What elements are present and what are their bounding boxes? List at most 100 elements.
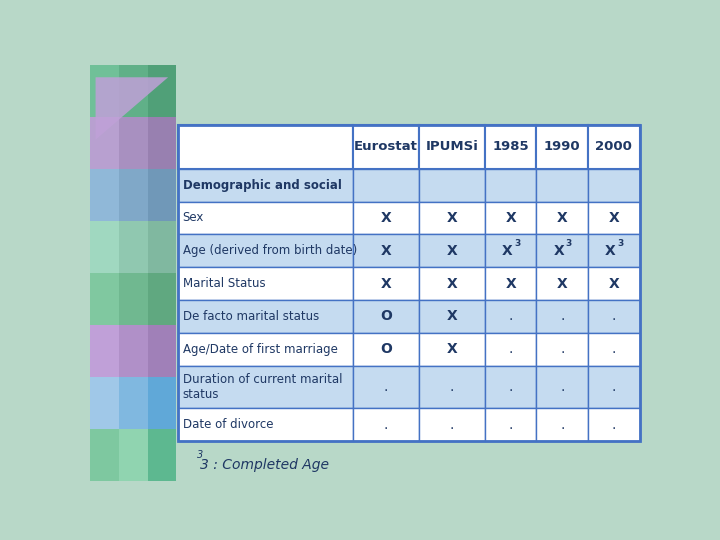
Bar: [90, 117, 119, 168]
Bar: [178, 125, 353, 168]
Bar: [178, 168, 353, 201]
Bar: [536, 408, 588, 441]
Bar: [588, 168, 639, 201]
Text: 3: 3: [197, 450, 203, 460]
Bar: [485, 333, 536, 366]
Bar: [148, 273, 176, 325]
Bar: [588, 201, 639, 234]
Bar: [419, 408, 485, 441]
Bar: [148, 325, 176, 377]
Bar: [119, 273, 148, 325]
Bar: [353, 333, 419, 366]
Text: Marital Status: Marital Status: [183, 277, 265, 290]
Text: IPUMSi: IPUMSi: [426, 140, 478, 153]
Bar: [419, 366, 485, 408]
Bar: [485, 125, 536, 168]
Text: .: .: [612, 380, 616, 394]
Bar: [588, 408, 639, 441]
Bar: [419, 267, 485, 300]
Text: 3: 3: [618, 239, 624, 248]
Text: .: .: [612, 309, 616, 323]
Text: .: .: [450, 418, 454, 431]
Bar: [485, 234, 536, 267]
Text: Demographic and social: Demographic and social: [183, 179, 341, 192]
Bar: [119, 65, 148, 117]
Bar: [148, 65, 176, 117]
Text: X: X: [446, 211, 457, 225]
Text: X: X: [608, 276, 619, 291]
Bar: [536, 201, 588, 234]
Bar: [588, 267, 639, 300]
Bar: [419, 168, 485, 201]
Bar: [148, 117, 176, 168]
Bar: [536, 300, 588, 333]
Text: Age/Date of first marriage: Age/Date of first marriage: [183, 343, 338, 356]
Text: 3: 3: [566, 239, 572, 248]
Text: .: .: [560, 418, 564, 431]
Bar: [90, 273, 119, 325]
Text: 3: 3: [514, 239, 521, 248]
Text: .: .: [508, 309, 513, 323]
Bar: [178, 201, 353, 234]
Text: .: .: [384, 418, 388, 431]
Bar: [485, 201, 536, 234]
Text: 1990: 1990: [544, 140, 580, 153]
Text: Eurostat: Eurostat: [354, 140, 418, 153]
Bar: [419, 333, 485, 366]
Bar: [119, 377, 148, 429]
Bar: [119, 168, 148, 221]
Bar: [90, 429, 119, 481]
Bar: [353, 267, 419, 300]
Text: .: .: [560, 309, 564, 323]
Bar: [119, 117, 148, 168]
Text: O: O: [380, 309, 392, 323]
Bar: [353, 300, 419, 333]
Text: X: X: [381, 211, 392, 225]
Text: .: .: [560, 342, 564, 356]
Text: Date of divorce: Date of divorce: [183, 418, 273, 431]
Bar: [485, 267, 536, 300]
Bar: [148, 168, 176, 221]
Bar: [588, 125, 639, 168]
Bar: [353, 234, 419, 267]
Text: X: X: [502, 244, 513, 258]
Bar: [419, 201, 485, 234]
Text: Sex: Sex: [183, 212, 204, 225]
Text: X: X: [446, 276, 457, 291]
Bar: [90, 65, 119, 117]
Text: .: .: [384, 380, 388, 394]
Bar: [90, 377, 119, 429]
Bar: [353, 201, 419, 234]
Bar: [419, 300, 485, 333]
Bar: [536, 234, 588, 267]
Bar: [536, 366, 588, 408]
Text: X: X: [608, 211, 619, 225]
Text: 1985: 1985: [492, 140, 529, 153]
Bar: [485, 300, 536, 333]
Bar: [90, 168, 119, 221]
Bar: [536, 125, 588, 168]
Bar: [178, 366, 353, 408]
Text: X: X: [557, 276, 567, 291]
Bar: [536, 333, 588, 366]
Text: De facto marital status: De facto marital status: [183, 310, 319, 323]
Text: X: X: [505, 211, 516, 225]
Bar: [178, 333, 353, 366]
Text: Age (derived from birth date): Age (derived from birth date): [183, 244, 357, 257]
Text: 3 : Completed Age: 3 : Completed Age: [200, 458, 330, 472]
Bar: [148, 429, 176, 481]
Text: .: .: [508, 380, 513, 394]
Bar: [148, 221, 176, 273]
Text: X: X: [554, 244, 564, 258]
Text: X: X: [381, 276, 392, 291]
Bar: [536, 168, 588, 201]
Text: .: .: [508, 342, 513, 356]
Text: O: O: [380, 342, 392, 356]
Bar: [588, 366, 639, 408]
Bar: [119, 325, 148, 377]
Text: .: .: [450, 380, 454, 394]
Bar: [536, 267, 588, 300]
Bar: [178, 125, 639, 441]
Bar: [353, 408, 419, 441]
Bar: [119, 221, 148, 273]
